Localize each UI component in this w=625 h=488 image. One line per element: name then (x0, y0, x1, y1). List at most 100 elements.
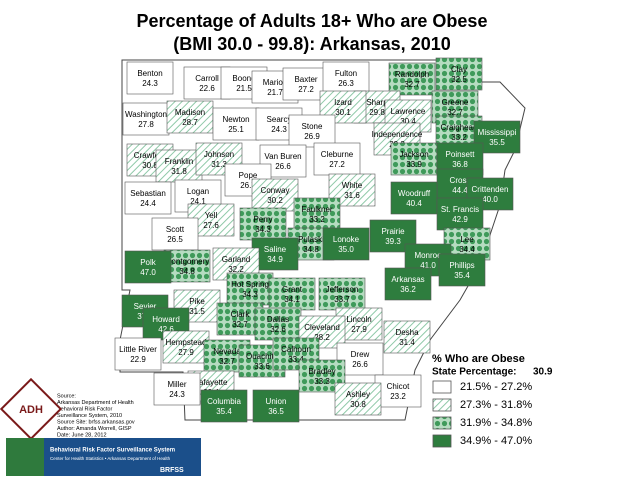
county-shape (252, 389, 300, 423)
county-shape (124, 250, 172, 284)
county-value: 41.0 (420, 261, 436, 270)
county-value: 47.0 (140, 268, 156, 277)
legend-label: 21.5% - 27.2% (460, 381, 532, 393)
county-value: 26.3 (338, 79, 354, 88)
county-value: 30.8 (142, 161, 158, 170)
county-name: Hot Spring (231, 280, 269, 289)
county-name: Ashley (346, 390, 370, 399)
county-shape (162, 330, 210, 364)
county-shape (318, 277, 366, 311)
county-name: Crawford (134, 151, 166, 160)
county-value: 31.4 (399, 338, 415, 347)
county-value: 34.1 (284, 295, 300, 304)
county-value: 39.3 (385, 237, 401, 246)
legend-state-value: 30.9 (533, 367, 553, 378)
county-value: 30.1 (335, 108, 351, 117)
county-shape (122, 102, 170, 136)
county-name: Stone (302, 122, 323, 131)
county-value: 40.0 (482, 195, 498, 204)
county-name: Izard (334, 98, 352, 107)
county-name: Poinsett (446, 150, 476, 159)
county-value: 24.3 (142, 79, 158, 88)
county-name: Grant (282, 285, 303, 294)
county-name: Cleveland (304, 323, 340, 332)
county-value: 33.2 (309, 215, 325, 224)
county-value: 24.1 (190, 197, 206, 206)
county-value: 27.6 (203, 221, 219, 230)
legend-swatch (432, 398, 452, 412)
county-value: 32.2 (228, 265, 244, 274)
county-value: 36.8 (452, 160, 468, 169)
legend-items: 21.5% - 27.2% 27.3% - 31.8% 31.9% - 34.8% 3… (432, 380, 532, 448)
banner-brfss: BRFSS (160, 467, 184, 474)
legend-title: % Who are Obese (432, 353, 525, 365)
county-value: 31.6 (344, 191, 360, 200)
county-name: Sharp (366, 98, 388, 107)
county-name: Desha (395, 328, 419, 337)
county-shape (226, 272, 274, 306)
county-name: Washington (125, 110, 167, 119)
legend-swatch (432, 380, 452, 394)
county-name: Cleburne (321, 150, 354, 159)
county-value: 34.3 (242, 290, 258, 299)
county-value: 34.4 (459, 245, 475, 254)
adh-logo: ADH (0, 377, 63, 441)
county-shape (438, 253, 486, 287)
county-shape (200, 389, 248, 423)
county-shape (163, 249, 211, 283)
county-name: Bradley (308, 367, 335, 376)
county-name: Sevier (134, 302, 157, 311)
county-value: 31.8 (171, 167, 187, 176)
county-value: 35.0 (338, 245, 354, 254)
county-name: Lawrence (391, 107, 426, 116)
county-shape (298, 359, 346, 393)
county-value: 29.8 (369, 108, 385, 117)
county-shape (251, 178, 299, 212)
county-value: 32.5 (451, 75, 467, 84)
county-value: 31.5 (189, 307, 205, 316)
county-value: 34.3 (255, 225, 271, 234)
county-shape (334, 382, 382, 416)
county-name: Fulton (335, 69, 357, 78)
county-name: Phillips (449, 261, 474, 270)
county-value: 26.5 (167, 235, 183, 244)
county-name: Yell (205, 211, 218, 220)
county-name: Hempstead (166, 338, 207, 347)
county-name: Marion (263, 78, 287, 87)
legend-swatch (432, 416, 452, 430)
legend-label: 27.3% - 31.8% (460, 399, 532, 411)
county-value: 33.2 (451, 133, 467, 142)
county-name: Pope (239, 171, 258, 180)
county-value: 26.6 (275, 162, 291, 171)
county-value: 33.7 (334, 295, 350, 304)
county-shape (293, 197, 341, 231)
county-name: Jefferson (326, 285, 359, 294)
county-shape (436, 197, 484, 231)
county-value: 30.2 (267, 196, 283, 205)
county-value: 35.4 (216, 407, 232, 416)
county-name: Montgomery (165, 257, 209, 266)
county-name: St. Francis (441, 205, 479, 214)
county-shape (114, 337, 162, 371)
county-shape (268, 277, 316, 311)
county-name: Searcy (267, 115, 292, 124)
county-shape (124, 181, 172, 215)
county-name: White (342, 181, 363, 190)
county-name: Faulkner (301, 205, 332, 214)
legend-state-label: State Percentage: (432, 367, 516, 378)
county-name: Dallas (267, 315, 289, 324)
county-value: 21.5 (236, 84, 252, 93)
county-value: 32.6 (270, 325, 286, 334)
county-name: Saline (264, 245, 287, 254)
county-name: Mississippi (478, 128, 517, 137)
county-value: 26.6 (352, 360, 368, 369)
county-name: Howard (152, 315, 180, 324)
source-line: Source Site: brfss.arkansas.gov (57, 419, 135, 425)
banner: Behavioral Risk Factor Surveillance Syst… (6, 438, 201, 476)
county-name: Newton (222, 115, 249, 124)
county-name: Boone (232, 74, 256, 83)
county-name: Lee (460, 235, 474, 244)
county-value: 33.6 (254, 362, 270, 371)
logo-diamond (0, 377, 63, 441)
